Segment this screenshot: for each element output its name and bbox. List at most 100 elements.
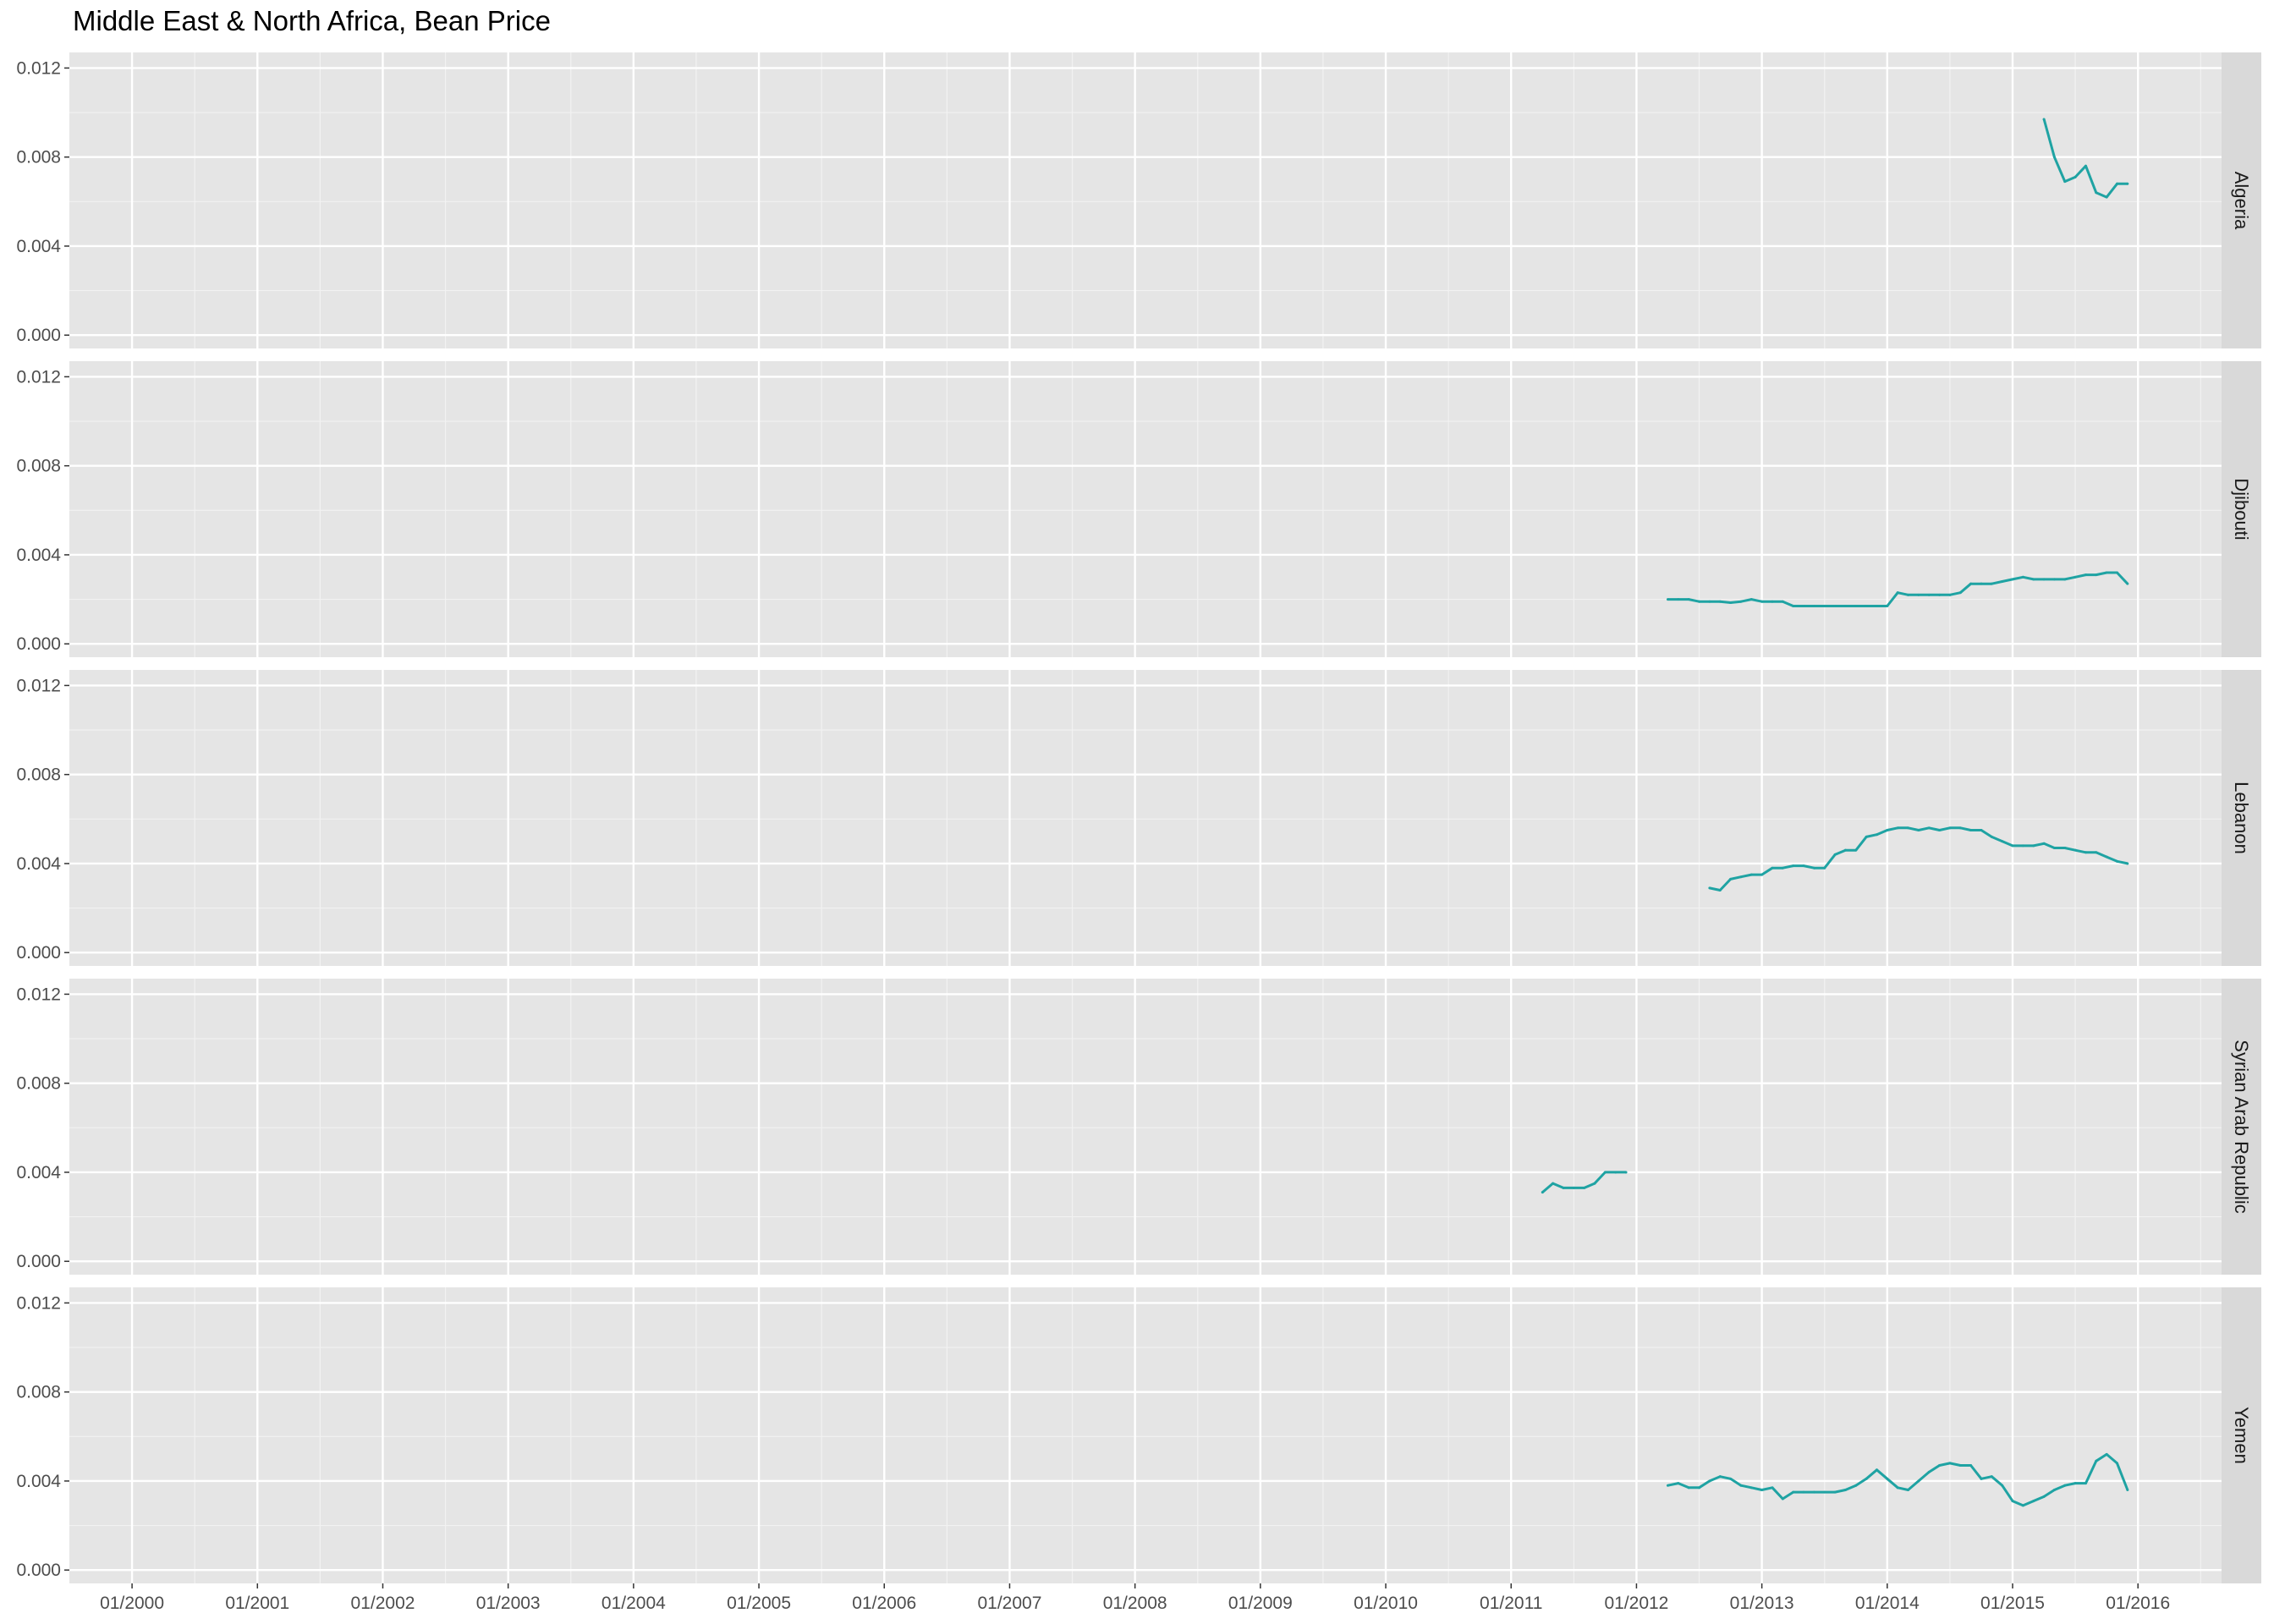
data-point [1980,828,1983,831]
data-point [2001,840,2004,843]
facet-panel-djibouti: 0.000 0.004 0.008 0.012 Djibouti [16,361,2261,657]
facet-panel-yemen: 0.000 0.004 0.008 0.012 Yemen 01/2000 01/2001 0… [16,1287,2261,1613]
y-tick-label: 0.000 [16,1561,61,1580]
data-point [1917,1479,1920,1483]
data-point [1739,600,1743,603]
data-point [2084,851,2087,854]
y-tick-label: 0.000 [16,634,61,654]
data-point [2021,575,2024,579]
facet-panel-syrian-arab-republic: 0.000 0.004 0.008 0.012 Syrian Arab Republic [16,979,2261,1275]
data-point [1948,593,1952,596]
data-point [1749,1486,1753,1490]
data-point [2116,1462,2119,1465]
data-point [2063,578,2067,581]
x-tick-label: 01/2007 [977,1594,1041,1613]
data-point [1927,826,1931,830]
data-point [1718,600,1722,603]
data-point [1990,835,1993,838]
x-tick-label: 01/2003 [476,1594,541,1613]
data-point [1760,1488,1764,1491]
data-point [1781,866,1784,870]
y-tick-label: 0.004 [16,237,61,256]
data-point [2052,578,2056,581]
x-tick-label: 01/2014 [1855,1594,1920,1613]
data-point [2105,855,2108,859]
data-point [1969,582,1973,585]
x-tick-label: 01/2005 [727,1594,791,1613]
facet-strip [2222,361,2261,657]
data-point [1907,593,1910,596]
data-point [1802,604,1805,607]
y-tick-label: 0.008 [16,765,61,785]
data-point [2001,1484,2004,1487]
data-point [1771,1486,1774,1490]
data-point [2084,1482,2087,1485]
data-point [2095,851,2098,854]
data-point [2105,195,2108,199]
data-point [2052,1488,2056,1491]
data-point [2126,582,2129,585]
data-point [1729,1477,1733,1480]
data-point [1562,1186,1565,1189]
x-tick-label: 01/2001 [225,1594,289,1613]
data-point [1593,1182,1596,1185]
data-point [1792,1490,1795,1494]
data-point [1666,1484,1669,1487]
data-point [1938,828,1942,831]
data-point [2095,191,2098,195]
y-tick-label: 0.008 [16,1074,61,1094]
y-tick-label: 0.000 [16,1252,61,1271]
data-point [2032,1500,2035,1503]
data-point [1948,826,1952,830]
data-point [1854,604,1858,607]
data-point [2042,578,2046,581]
data-point [1833,1490,1837,1494]
data-point [1687,1486,1690,1490]
data-point [1708,886,1711,890]
facet-strip [2222,52,2261,348]
data-point [2042,118,2046,121]
panel-background [69,52,2222,348]
data-point [1708,600,1711,603]
data-point [1802,864,1805,868]
data-point [2084,164,2087,167]
data-point [2021,844,2024,848]
panel-background [69,361,2222,657]
data-point [1718,1475,1722,1479]
data-point [1749,598,1753,601]
x-tick-label: 01/2000 [100,1594,164,1613]
data-point [1980,582,1983,585]
data-point [1907,826,1910,830]
data-point [1969,1464,1973,1468]
data-point [1760,600,1764,603]
data-point [1687,598,1690,601]
facet-strip-label: Yemen [2231,1407,2252,1464]
data-point [2001,580,2004,584]
data-point [1833,604,1837,607]
data-point [1927,593,1931,596]
data-point [1749,873,1753,876]
data-point [1990,1475,1993,1479]
x-tick-label: 01/2009 [1228,1594,1293,1613]
data-point [2032,844,2035,848]
data-point [1552,1182,1555,1185]
data-point [1729,877,1733,881]
data-point [1843,1488,1847,1491]
data-point [1792,864,1795,868]
data-point [2052,156,2056,159]
y-tick-label: 0.008 [16,1383,61,1402]
data-point [1896,826,1899,830]
data-point [1729,601,1733,605]
data-point [1792,604,1795,607]
data-point [2021,1504,2024,1507]
y-tick-label: 0.000 [16,326,61,345]
data-point [2063,1484,2067,1487]
data-point [1843,604,1847,607]
x-tick-label: 01/2015 [1980,1594,2045,1613]
data-point [1938,593,1942,596]
data-point [1708,1479,1711,1483]
data-point [1812,1490,1815,1494]
data-point [2116,571,2119,574]
facet-strip [2222,979,2261,1275]
data-point [1614,1171,1618,1174]
